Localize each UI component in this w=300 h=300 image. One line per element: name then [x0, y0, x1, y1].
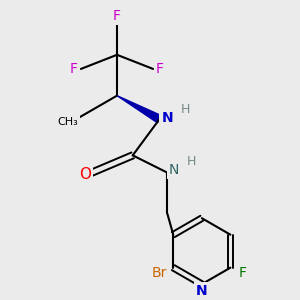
- Text: H: H: [181, 103, 190, 116]
- Polygon shape: [117, 96, 161, 123]
- Text: N: N: [169, 163, 179, 177]
- Text: Br: Br: [152, 266, 167, 280]
- Text: F: F: [156, 62, 164, 76]
- Text: F: F: [238, 266, 246, 280]
- Text: F: F: [113, 9, 121, 23]
- Text: N: N: [161, 111, 173, 124]
- Text: O: O: [79, 167, 91, 182]
- Text: N: N: [196, 284, 208, 298]
- Text: H: H: [187, 155, 196, 168]
- Text: CH₃: CH₃: [57, 117, 78, 128]
- Text: F: F: [70, 62, 78, 76]
